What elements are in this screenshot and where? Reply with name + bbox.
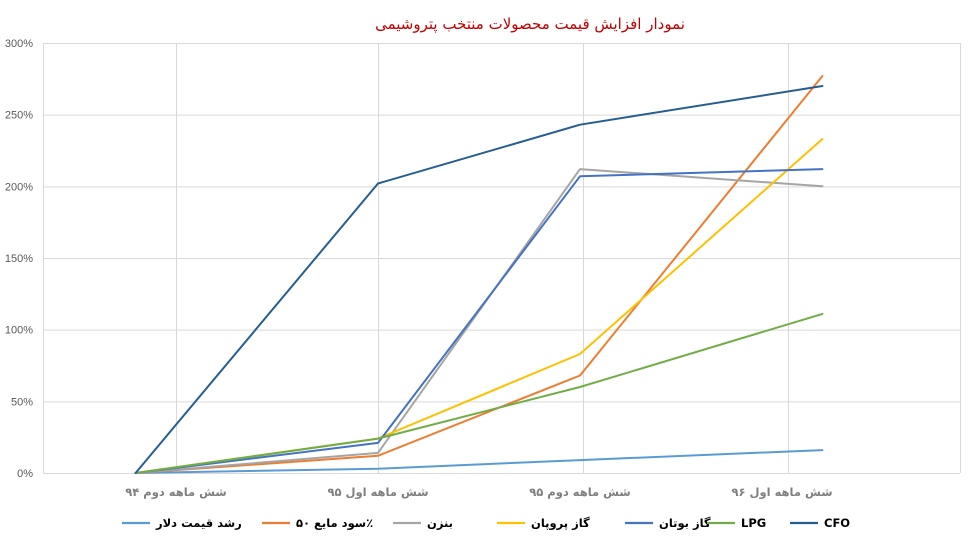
y-tick-label: 100%	[5, 325, 33, 337]
series-lines	[134, 75, 824, 474]
y-tick-label: 0%	[17, 468, 33, 480]
series-line	[134, 168, 824, 474]
legend-label: سود مایع ۵۰٪	[296, 516, 373, 531]
x-tick-label: شش ماهه دوم ۹۴	[125, 485, 227, 500]
legend-label: بنزن	[427, 516, 453, 530]
y-tick-label: 300%	[5, 38, 33, 50]
series-line	[134, 168, 824, 474]
series-line	[134, 85, 824, 474]
y-tick-label: 150%	[5, 253, 33, 265]
legend-label: گاز پروپان	[531, 516, 590, 531]
series-line	[134, 138, 824, 474]
x-tick-label: شش ماهه اول ۹۶	[731, 485, 832, 500]
series-line	[134, 312, 824, 474]
legend-label: گاز بوتان	[659, 516, 711, 531]
legend-label: LPG	[741, 516, 766, 530]
y-tick-label: 50%	[11, 396, 33, 408]
legend: رشد قیمت دلار سود مایع ۵۰٪ بنزن گاز پروپان گ…	[122, 516, 850, 531]
gridlines	[43, 43, 961, 474]
y-tick-label: 200%	[5, 181, 33, 193]
legend-label: CFO	[824, 516, 850, 530]
x-tick-label: شش ماهه اول ۹۵	[327, 485, 428, 500]
x-axis-ticks: شش ماهه دوم ۹۴ شش ماهه اول ۹۵ شش ماهه دوم …	[125, 485, 832, 500]
series-line	[134, 75, 824, 474]
series-line	[134, 449, 824, 474]
y-tick-label: 250%	[5, 110, 33, 122]
legend-label: رشد قیمت دلار	[155, 516, 242, 530]
y-axis-ticks: 0% 50% 100% 150% 200% 250% 300%	[5, 38, 33, 480]
chart-title: نمودار افزایش قیمت محصولات منتخب پتروشیم…	[375, 15, 685, 34]
x-tick-label: شش ماهه دوم ۹۵	[529, 485, 631, 500]
